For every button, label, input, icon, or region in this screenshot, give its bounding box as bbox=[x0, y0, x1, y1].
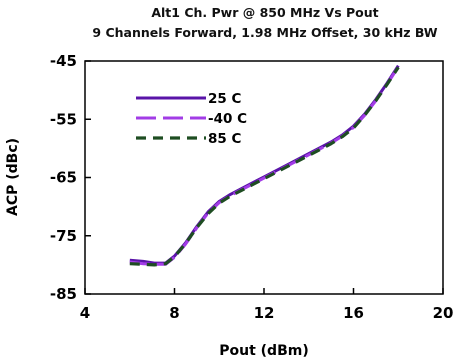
series-line-0 bbox=[129, 64, 400, 265]
y-axis-ticks: -45 -55 -65 -75 -85 bbox=[50, 52, 91, 303]
legend-label: -40 C bbox=[208, 111, 247, 127]
chart-subtitle: 9 Channels Forward, 1.98 MHz Offset, 30 … bbox=[92, 25, 437, 40]
chart-title: Alt1 Ch. Pwr @ 850 MHz Vs Pout bbox=[151, 5, 378, 20]
legend-label: 85 C bbox=[208, 131, 241, 147]
series-line-2 bbox=[129, 66, 400, 267]
x-tick-label: 16 bbox=[343, 304, 364, 322]
x-tick-label: 4 bbox=[80, 304, 90, 322]
series-line-1 bbox=[129, 65, 400, 266]
legend: 25 C -40 C 85 C bbox=[136, 91, 247, 147]
y-tick-label: -55 bbox=[50, 110, 77, 128]
y-tick-label: -45 bbox=[50, 52, 77, 70]
y-tick-label: -85 bbox=[50, 285, 77, 303]
y-tick-label: -65 bbox=[50, 169, 77, 187]
x-tick-label: 12 bbox=[254, 304, 275, 322]
series-layer bbox=[129, 64, 400, 267]
x-tick-label: 20 bbox=[433, 304, 454, 322]
legend-label: 25 C bbox=[208, 91, 241, 107]
x-axis-label: Pout (dBm) bbox=[219, 343, 309, 359]
x-axis-ticks: 4 8 12 16 20 bbox=[80, 288, 454, 322]
y-axis-label: ACP (dBc) bbox=[5, 138, 21, 216]
x-tick-label: 8 bbox=[169, 304, 179, 322]
y-tick-label: -75 bbox=[50, 227, 77, 245]
